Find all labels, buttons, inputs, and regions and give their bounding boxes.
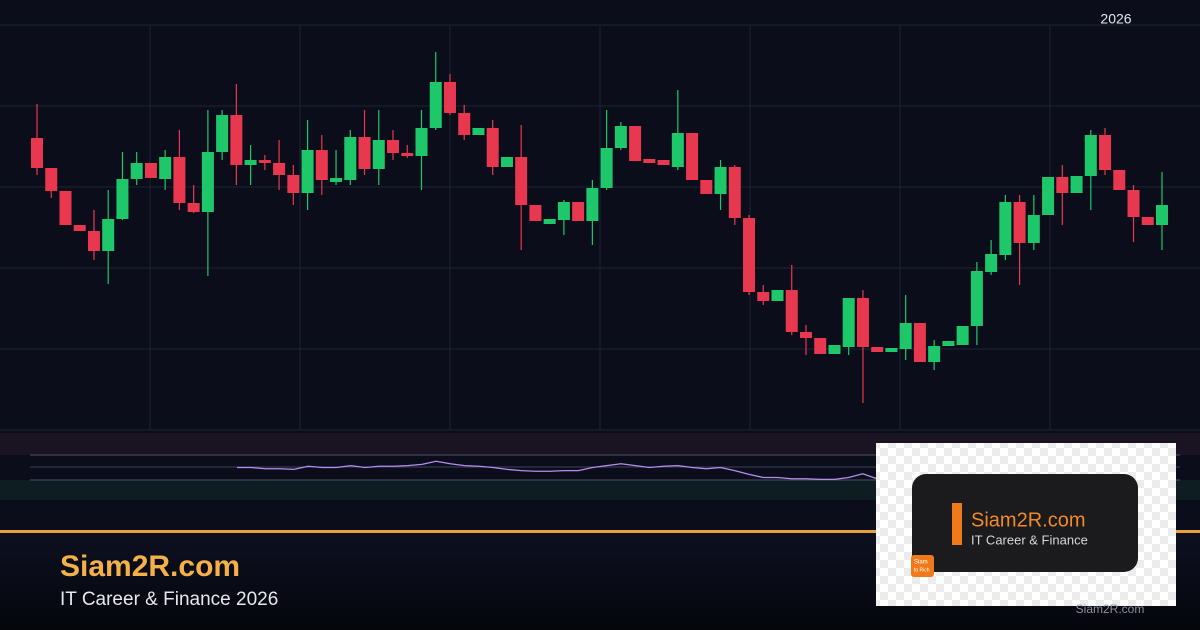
- candle-body: [515, 157, 528, 205]
- candle-body: [486, 128, 499, 167]
- candle-body: [1127, 190, 1140, 217]
- candle-body: [287, 175, 300, 193]
- candle-body: [671, 133, 684, 167]
- candle-body: [856, 298, 869, 347]
- candle-body: [116, 179, 129, 219]
- candle-body: [714, 167, 727, 194]
- candle-body: [686, 133, 699, 180]
- candle-body: [301, 150, 314, 193]
- candle-body: [529, 205, 542, 221]
- candle-body: [913, 323, 926, 362]
- candle-body: [614, 126, 627, 148]
- candle-body: [102, 219, 115, 251]
- candle-body: [415, 128, 428, 156]
- accent-line: [0, 530, 1200, 533]
- candles: [31, 52, 1168, 403]
- candle-body: [799, 332, 812, 338]
- logo: Siam2R.com IT Career & Finance Siam to R…: [876, 443, 1176, 606]
- logo-tagline: IT Career & Finance: [971, 532, 1088, 547]
- candle-body: [814, 338, 827, 354]
- candle-body: [842, 298, 855, 347]
- candle-body: [1099, 135, 1112, 170]
- candle-body: [600, 148, 613, 188]
- candle-body: [785, 290, 798, 332]
- candle-body: [443, 82, 456, 113]
- candle-body: [728, 167, 741, 218]
- candle-body: [31, 138, 43, 168]
- candle-body: [970, 271, 983, 326]
- candle-body: [828, 345, 841, 354]
- candle-body: [344, 137, 357, 180]
- candle-body: [1027, 215, 1040, 243]
- candle-body: [999, 202, 1012, 255]
- candle-body: [358, 137, 371, 169]
- candle-body: [230, 115, 243, 165]
- brand-site: Siam2R.com: [60, 550, 240, 583]
- candle-body: [472, 128, 485, 135]
- candle-body: [871, 347, 884, 352]
- candle-body: [771, 290, 784, 301]
- candle-body: [173, 157, 186, 203]
- candle-body: [216, 115, 229, 152]
- candle-body: [899, 323, 912, 349]
- candle-body: [928, 346, 941, 362]
- candle-body: [1013, 202, 1026, 243]
- candle-body: [1070, 176, 1083, 193]
- candle-body: [557, 202, 570, 220]
- candle-body: [401, 153, 414, 156]
- indicator-line: [237, 460, 878, 481]
- watermark: Siam2R.com: [1076, 602, 1145, 616]
- candle-body: [1084, 135, 1097, 176]
- candle-body: [643, 159, 656, 163]
- candle-body: [1056, 177, 1069, 193]
- candle-body: [586, 188, 599, 221]
- candle-body: [59, 191, 72, 225]
- candle-body: [657, 160, 670, 165]
- candle-body: [458, 113, 471, 135]
- candle-body: [130, 163, 143, 179]
- logo-badge: Siam: [914, 560, 928, 566]
- candle-body: [1042, 177, 1055, 215]
- indicator: [237, 460, 878, 481]
- candle-body: [700, 180, 713, 194]
- candle-body: [572, 202, 585, 221]
- candle-body: [87, 231, 100, 251]
- logo-badge: to Rich: [914, 567, 930, 573]
- candle-body: [159, 157, 172, 179]
- candle-body: [942, 341, 955, 346]
- candle-body: [885, 348, 898, 352]
- candle-body: [1113, 170, 1126, 190]
- candle-body: [500, 157, 513, 167]
- brand-tagline: IT Career & Finance 2026: [60, 589, 278, 610]
- year-label: 2026: [1100, 11, 1131, 27]
- logo-site: Siam2R.com: [971, 509, 1085, 531]
- candle-body: [743, 218, 756, 292]
- candle-body: [315, 150, 328, 180]
- candle-body: [1141, 217, 1154, 225]
- candle-body: [330, 178, 343, 182]
- candle-body: [73, 225, 86, 231]
- candle-body: [429, 82, 442, 128]
- candle-body: [144, 163, 157, 178]
- candle-body: [985, 254, 998, 272]
- candle-body: [1156, 205, 1168, 225]
- candle-body: [187, 203, 200, 212]
- candle-body: [757, 292, 770, 301]
- candle-body: [201, 152, 214, 212]
- candle-body: [372, 140, 385, 169]
- candle-body: [543, 219, 556, 224]
- candle-body: [45, 168, 58, 191]
- candle-body: [244, 160, 257, 165]
- candle-body: [258, 160, 271, 163]
- candle-body: [387, 140, 400, 153]
- candle-body: [273, 163, 286, 175]
- candle-body: [956, 326, 969, 345]
- candle-body: [629, 126, 642, 161]
